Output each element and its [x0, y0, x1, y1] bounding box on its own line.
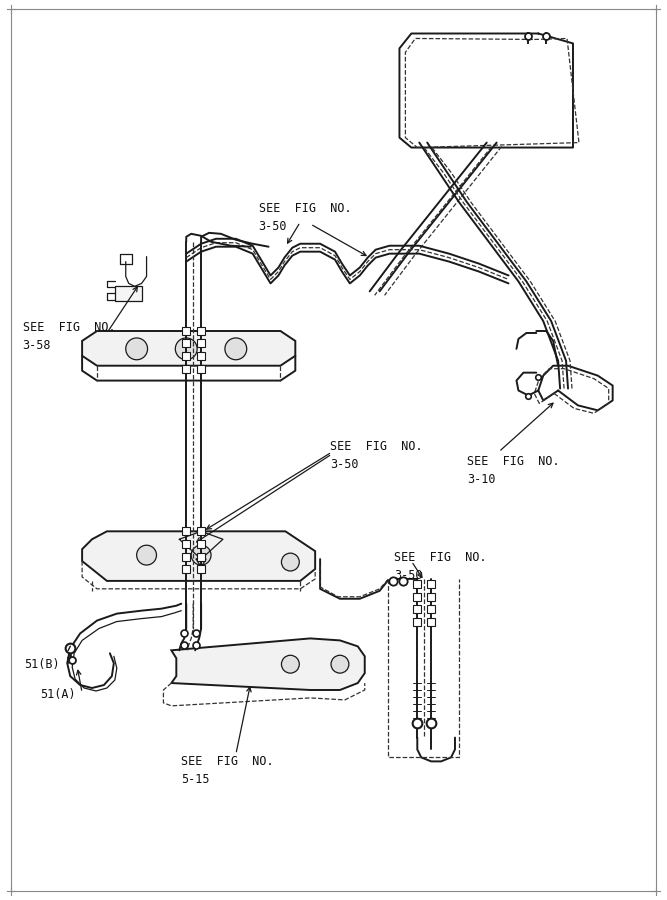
Text: SEE  FIG  NO.
3-50: SEE FIG NO. 3-50	[259, 202, 352, 233]
Circle shape	[225, 338, 247, 360]
Polygon shape	[171, 638, 365, 690]
Text: SEE  FIG  NO.
3-50: SEE FIG NO. 3-50	[330, 440, 423, 471]
Bar	[197, 527, 205, 536]
Circle shape	[331, 655, 349, 673]
Bar	[182, 527, 190, 536]
Circle shape	[126, 338, 147, 360]
Circle shape	[137, 545, 157, 565]
Bar	[427, 605, 435, 613]
Polygon shape	[115, 286, 141, 302]
Bar	[182, 540, 190, 548]
Bar	[182, 327, 190, 335]
Bar	[197, 339, 205, 346]
Bar	[182, 554, 190, 561]
Circle shape	[281, 655, 299, 673]
Bar	[414, 617, 422, 626]
Bar	[427, 593, 435, 600]
Bar	[427, 580, 435, 588]
Bar	[182, 364, 190, 373]
Bar	[414, 605, 422, 613]
Polygon shape	[82, 331, 295, 365]
Bar	[197, 554, 205, 561]
Circle shape	[191, 545, 211, 565]
Bar	[182, 339, 190, 346]
Bar	[197, 352, 205, 360]
Text: SEE  FIG  NO.
5-15: SEE FIG NO. 5-15	[181, 755, 274, 787]
Bar	[182, 352, 190, 360]
Bar	[197, 540, 205, 548]
Text: SEE  FIG  NO.
3-50: SEE FIG NO. 3-50	[394, 551, 487, 582]
Polygon shape	[82, 531, 315, 580]
Bar	[197, 565, 205, 573]
Bar	[182, 565, 190, 573]
Circle shape	[281, 554, 299, 571]
Text: SEE  FIG  NO.
3-10: SEE FIG NO. 3-10	[467, 455, 560, 486]
Bar	[414, 593, 422, 600]
Text: SEE  FIG  NO.
3-58: SEE FIG NO. 3-58	[23, 321, 115, 352]
Circle shape	[175, 338, 197, 360]
Text: 51(A): 51(A)	[41, 688, 76, 701]
Bar	[427, 617, 435, 626]
Text: 51(B): 51(B)	[25, 658, 60, 671]
Bar	[197, 327, 205, 335]
Bar	[197, 364, 205, 373]
Bar	[414, 580, 422, 588]
